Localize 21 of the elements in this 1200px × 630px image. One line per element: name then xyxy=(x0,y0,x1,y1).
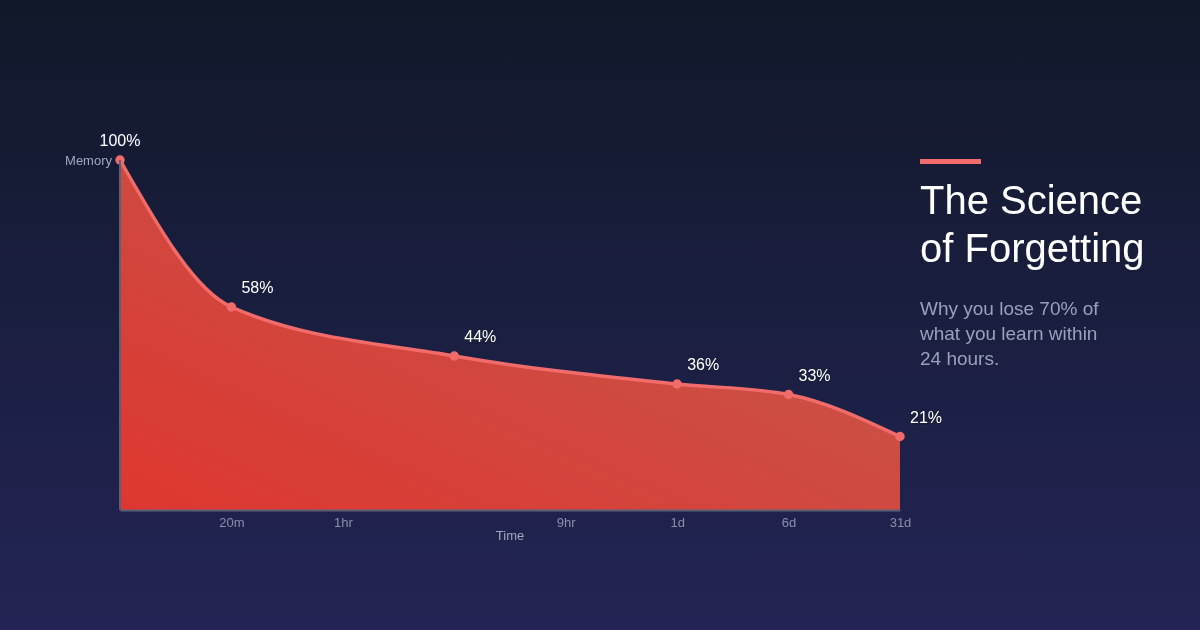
data-label: 100% xyxy=(99,132,141,149)
point xyxy=(895,431,905,442)
text: The Science of Forgetting xyxy=(920,178,1145,270)
point xyxy=(783,389,794,400)
y-axis-title: Memory xyxy=(65,153,113,168)
text: Why you lose 70% of what you learn within 24 hours. xyxy=(919,298,1100,369)
data-label: 33% xyxy=(798,366,831,384)
x-tick-label: 20m xyxy=(219,515,245,531)
x-tick-label: 9hr xyxy=(556,515,577,531)
x-tick-label: 31d xyxy=(889,515,912,531)
point xyxy=(226,302,237,312)
point xyxy=(449,351,460,361)
x-tick-label: 6d xyxy=(781,515,797,531)
data-label: 21% xyxy=(910,408,943,426)
point xyxy=(672,379,682,389)
x-axis-title: Time xyxy=(495,528,525,543)
data-label: 58% xyxy=(241,279,274,296)
x-tick-label: 1hr xyxy=(333,515,354,531)
data-label: 44% xyxy=(464,328,497,345)
data-label: 36% xyxy=(687,356,720,373)
x-tick-label: 1d xyxy=(670,515,685,531)
